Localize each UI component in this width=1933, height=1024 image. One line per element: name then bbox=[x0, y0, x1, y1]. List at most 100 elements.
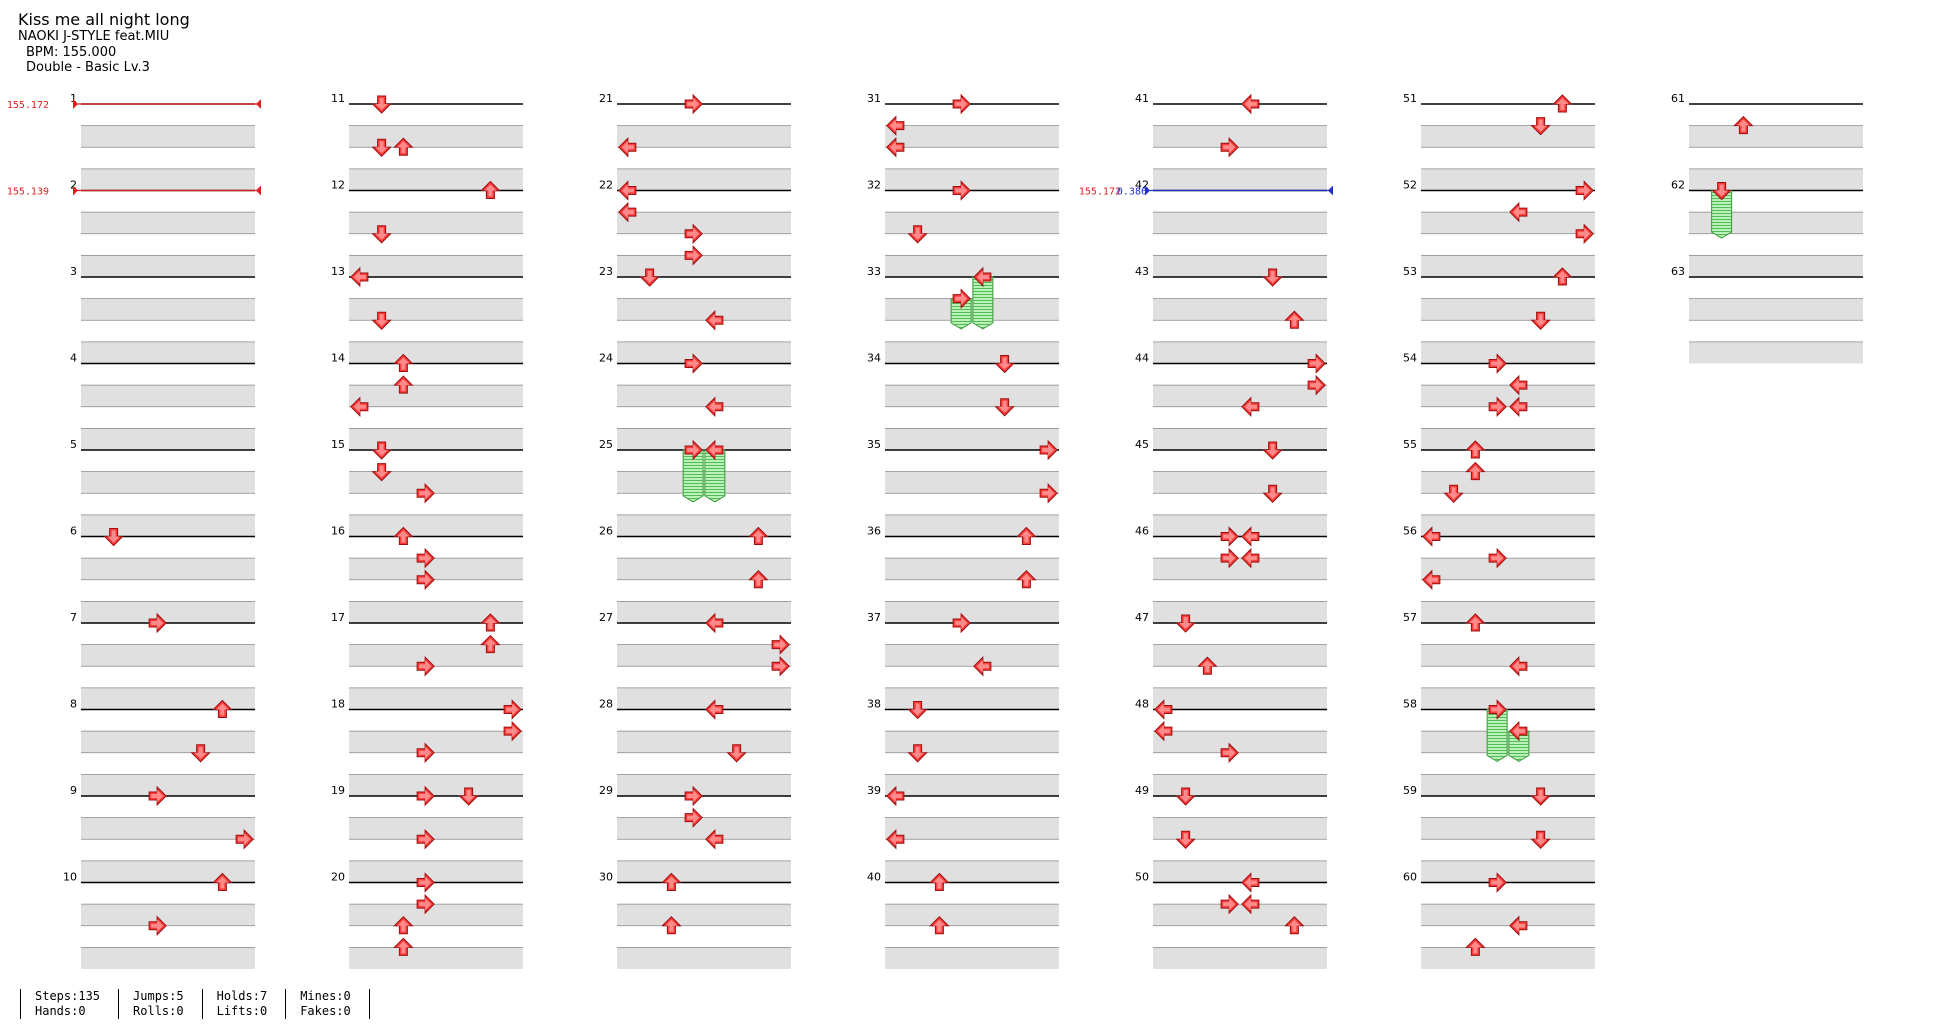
measure-number: 46 bbox=[1135, 525, 1149, 538]
measure-number: 22 bbox=[599, 179, 613, 192]
beat-band bbox=[1689, 168, 1863, 191]
beat-band bbox=[617, 601, 791, 623]
holds-count: Holds:7 bbox=[216, 989, 268, 1003]
beat-band bbox=[617, 428, 791, 450]
beat-band bbox=[1153, 947, 1327, 969]
beat-band bbox=[1153, 471, 1327, 494]
measure-number: 13 bbox=[331, 265, 345, 278]
hold-layer bbox=[682, 190, 1733, 762]
beat-band bbox=[1421, 904, 1595, 926]
measure-55: 55 bbox=[1403, 438, 1595, 537]
beat-band bbox=[885, 341, 1059, 364]
beat-band bbox=[1421, 255, 1595, 277]
measure-44: 44 bbox=[1135, 352, 1327, 450]
measure-63: 63 bbox=[1671, 265, 1863, 364]
beat-band bbox=[617, 860, 791, 883]
beat-band bbox=[1421, 341, 1595, 364]
measure-58: 58 bbox=[1403, 698, 1595, 796]
measure-45: 45 bbox=[1135, 438, 1327, 537]
beat-band bbox=[1153, 558, 1327, 580]
beat-band bbox=[1421, 687, 1595, 710]
measure-39: 39 bbox=[867, 784, 1059, 883]
measure-number: 40 bbox=[867, 871, 881, 884]
beat-band bbox=[1153, 601, 1327, 623]
measure-10: 10 bbox=[63, 871, 255, 969]
measure-number: 9 bbox=[70, 784, 77, 797]
beat-band bbox=[885, 298, 1059, 321]
measure-43: 43 bbox=[1135, 265, 1327, 364]
bpm-change-label: 155.139 bbox=[7, 187, 49, 198]
measure-number: 62 bbox=[1671, 179, 1685, 192]
measure-14: 14 bbox=[331, 352, 523, 450]
right-arrow-icon bbox=[684, 94, 703, 114]
beat-band bbox=[617, 817, 791, 840]
measure-number: 44 bbox=[1135, 352, 1149, 365]
beat-band bbox=[349, 168, 523, 191]
beat-band bbox=[349, 125, 523, 148]
song-title: Kiss me all night long bbox=[18, 10, 190, 29]
measure-number: 11 bbox=[331, 92, 345, 105]
chart-difficulty: Double - Basic Lv.3 bbox=[26, 60, 150, 76]
measure-61: 61 bbox=[1671, 92, 1863, 191]
right-arrow-icon bbox=[952, 94, 971, 114]
measure-29: 29 bbox=[599, 784, 791, 883]
measure-number: 28 bbox=[599, 698, 613, 711]
measure-62: 62 bbox=[1671, 179, 1863, 277]
beat-band bbox=[1153, 255, 1327, 277]
beat-band bbox=[1421, 774, 1595, 796]
beat-band bbox=[81, 471, 255, 494]
beat-band bbox=[349, 687, 523, 710]
measure-number: 53 bbox=[1403, 265, 1417, 278]
beat-band bbox=[349, 255, 523, 277]
measure-number: 48 bbox=[1135, 698, 1149, 711]
beat-band bbox=[617, 212, 791, 234]
beat-band bbox=[1689, 125, 1863, 148]
beat-band bbox=[885, 774, 1059, 796]
measure-number: 17 bbox=[331, 611, 345, 624]
measure-28: 28 bbox=[599, 698, 791, 796]
measure-36: 36 bbox=[867, 525, 1059, 623]
left-arrow-icon bbox=[1241, 94, 1260, 114]
measure-number: 57 bbox=[1403, 611, 1417, 624]
measure-11: 11 bbox=[331, 92, 523, 191]
beat-band bbox=[1421, 385, 1595, 407]
mines-count: Mines:0 bbox=[300, 989, 351, 1003]
measure-number: 54 bbox=[1403, 352, 1417, 365]
measure-57: 57 bbox=[1403, 611, 1595, 710]
beat-band bbox=[617, 904, 791, 926]
measure-number: 4 bbox=[70, 352, 77, 365]
step-chart: 1234567891011121314151617181920212223242… bbox=[7, 92, 1863, 969]
measure-number: 34 bbox=[867, 352, 881, 365]
measure-number: 37 bbox=[867, 611, 881, 624]
beat-band bbox=[349, 428, 523, 450]
measure-19: 19 bbox=[331, 784, 523, 883]
measure-20: 20 bbox=[331, 871, 523, 969]
measure-48: 48 bbox=[1135, 698, 1327, 796]
measure-50: 50 bbox=[1135, 871, 1327, 969]
beat-band bbox=[1153, 341, 1327, 364]
beat-band bbox=[617, 558, 791, 580]
measure-number: 20 bbox=[331, 871, 345, 884]
measure-number: 59 bbox=[1403, 784, 1417, 797]
measure-7: 7 bbox=[70, 611, 255, 710]
beat-band bbox=[1153, 212, 1327, 234]
measure-number: 27 bbox=[599, 611, 613, 624]
measure-25: 25 bbox=[599, 438, 791, 537]
song-artist: NAOKI J-STYLE feat.MIU bbox=[18, 29, 170, 45]
bpm-marker-left-icon bbox=[73, 185, 78, 196]
beat-band bbox=[885, 125, 1059, 148]
beat-band bbox=[349, 774, 523, 796]
bpm-change-marker: 155.139 bbox=[7, 185, 261, 198]
beat-band bbox=[1421, 817, 1595, 840]
beat-band bbox=[617, 255, 791, 277]
beat-band bbox=[81, 774, 255, 796]
beat-band bbox=[885, 860, 1059, 883]
bpm-change-marker: 155.172 bbox=[7, 99, 261, 111]
beat-band bbox=[885, 687, 1059, 710]
beat-band bbox=[1153, 731, 1327, 753]
measure-2: 2 bbox=[70, 179, 255, 277]
measure-26: 26 bbox=[599, 525, 791, 623]
measure-number: 56 bbox=[1403, 525, 1417, 538]
